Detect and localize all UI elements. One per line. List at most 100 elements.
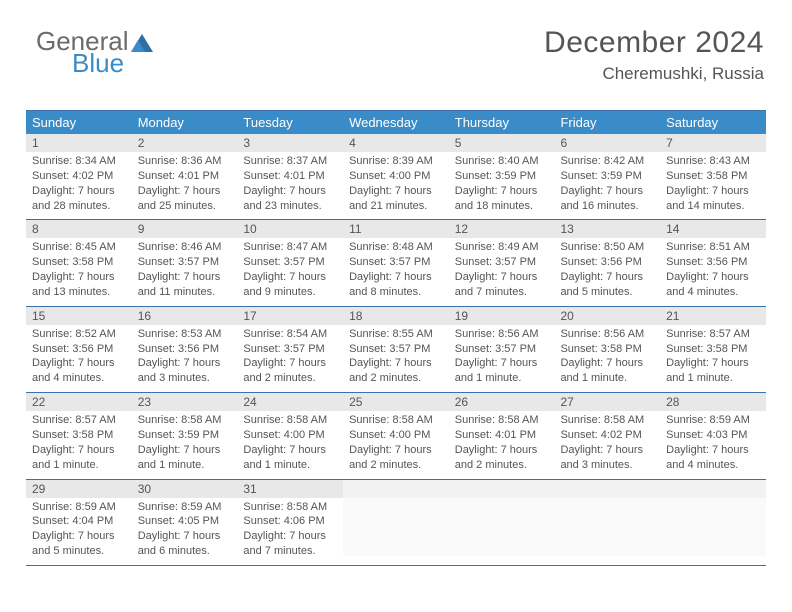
brand-triangle-icon bbox=[131, 34, 153, 52]
calendar-day: 13Sunrise: 8:50 AMSunset: 3:56 PMDayligh… bbox=[554, 220, 660, 305]
calendar-day bbox=[449, 480, 555, 565]
weekday-header: Wednesday bbox=[343, 111, 449, 134]
day-details: Sunrise: 8:56 AMSunset: 3:58 PMDaylight:… bbox=[554, 325, 660, 392]
daylight-text: Daylight: 7 hours and 4 minutes. bbox=[32, 356, 126, 386]
sunrise-text: Sunrise: 8:56 AM bbox=[560, 327, 654, 342]
day-details: Sunrise: 8:58 AMSunset: 4:01 PMDaylight:… bbox=[449, 411, 555, 478]
day-number: 6 bbox=[554, 134, 660, 152]
day-details: Sunrise: 8:37 AMSunset: 4:01 PMDaylight:… bbox=[237, 152, 343, 219]
sunrise-text: Sunrise: 8:47 AM bbox=[243, 240, 337, 255]
daylight-text: Daylight: 7 hours and 2 minutes. bbox=[455, 443, 549, 473]
day-number bbox=[554, 480, 660, 498]
day-number: 25 bbox=[343, 393, 449, 411]
daylight-text: Daylight: 7 hours and 11 minutes. bbox=[138, 270, 232, 300]
calendar-week: 8Sunrise: 8:45 AMSunset: 3:58 PMDaylight… bbox=[26, 220, 766, 306]
day-number: 2 bbox=[132, 134, 238, 152]
calendar-grid: SundayMondayTuesdayWednesdayThursdayFrid… bbox=[26, 110, 766, 566]
day-number: 1 bbox=[26, 134, 132, 152]
sunset-text: Sunset: 3:57 PM bbox=[349, 342, 443, 357]
sunrise-text: Sunrise: 8:56 AM bbox=[455, 327, 549, 342]
day-number: 7 bbox=[660, 134, 766, 152]
day-details bbox=[343, 498, 449, 556]
sunrise-text: Sunrise: 8:40 AM bbox=[455, 154, 549, 169]
calendar-day: 7Sunrise: 8:43 AMSunset: 3:58 PMDaylight… bbox=[660, 134, 766, 219]
daylight-text: Daylight: 7 hours and 2 minutes. bbox=[349, 356, 443, 386]
calendar-day: 9Sunrise: 8:46 AMSunset: 3:57 PMDaylight… bbox=[132, 220, 238, 305]
day-number: 15 bbox=[26, 307, 132, 325]
day-details: Sunrise: 8:47 AMSunset: 3:57 PMDaylight:… bbox=[237, 238, 343, 305]
sunset-text: Sunset: 3:56 PM bbox=[138, 342, 232, 357]
daylight-text: Daylight: 7 hours and 7 minutes. bbox=[455, 270, 549, 300]
sunset-text: Sunset: 3:59 PM bbox=[138, 428, 232, 443]
day-details: Sunrise: 8:58 AMSunset: 4:06 PMDaylight:… bbox=[237, 498, 343, 565]
sunrise-text: Sunrise: 8:43 AM bbox=[666, 154, 760, 169]
sunrise-text: Sunrise: 8:34 AM bbox=[32, 154, 126, 169]
weekday-header: Sunday bbox=[26, 111, 132, 134]
day-details: Sunrise: 8:40 AMSunset: 3:59 PMDaylight:… bbox=[449, 152, 555, 219]
calendar-day: 14Sunrise: 8:51 AMSunset: 3:56 PMDayligh… bbox=[660, 220, 766, 305]
calendar-day: 17Sunrise: 8:54 AMSunset: 3:57 PMDayligh… bbox=[237, 307, 343, 392]
sunrise-text: Sunrise: 8:57 AM bbox=[32, 413, 126, 428]
day-number: 18 bbox=[343, 307, 449, 325]
day-details: Sunrise: 8:59 AMSunset: 4:04 PMDaylight:… bbox=[26, 498, 132, 565]
daylight-text: Daylight: 7 hours and 1 minute. bbox=[243, 443, 337, 473]
day-details: Sunrise: 8:53 AMSunset: 3:56 PMDaylight:… bbox=[132, 325, 238, 392]
day-number: 10 bbox=[237, 220, 343, 238]
sunrise-text: Sunrise: 8:50 AM bbox=[560, 240, 654, 255]
sunset-text: Sunset: 3:58 PM bbox=[666, 342, 760, 357]
day-details: Sunrise: 8:57 AMSunset: 3:58 PMDaylight:… bbox=[660, 325, 766, 392]
daylight-text: Daylight: 7 hours and 1 minute. bbox=[138, 443, 232, 473]
day-details bbox=[554, 498, 660, 556]
sunrise-text: Sunrise: 8:59 AM bbox=[32, 500, 126, 515]
day-details: Sunrise: 8:36 AMSunset: 4:01 PMDaylight:… bbox=[132, 152, 238, 219]
day-number: 17 bbox=[237, 307, 343, 325]
sunset-text: Sunset: 3:58 PM bbox=[32, 255, 126, 270]
calendar-day: 29Sunrise: 8:59 AMSunset: 4:04 PMDayligh… bbox=[26, 480, 132, 565]
calendar-day: 3Sunrise: 8:37 AMSunset: 4:01 PMDaylight… bbox=[237, 134, 343, 219]
calendar-day: 23Sunrise: 8:58 AMSunset: 3:59 PMDayligh… bbox=[132, 393, 238, 478]
weekday-header: Thursday bbox=[449, 111, 555, 134]
day-number: 8 bbox=[26, 220, 132, 238]
sunrise-text: Sunrise: 8:37 AM bbox=[243, 154, 337, 169]
calendar-day bbox=[660, 480, 766, 565]
day-number: 29 bbox=[26, 480, 132, 498]
daylight-text: Daylight: 7 hours and 1 minute. bbox=[455, 356, 549, 386]
calendar-day: 1Sunrise: 8:34 AMSunset: 4:02 PMDaylight… bbox=[26, 134, 132, 219]
sunset-text: Sunset: 4:02 PM bbox=[560, 428, 654, 443]
calendar-day: 6Sunrise: 8:42 AMSunset: 3:59 PMDaylight… bbox=[554, 134, 660, 219]
day-details: Sunrise: 8:56 AMSunset: 3:57 PMDaylight:… bbox=[449, 325, 555, 392]
calendar-day: 20Sunrise: 8:56 AMSunset: 3:58 PMDayligh… bbox=[554, 307, 660, 392]
day-number: 30 bbox=[132, 480, 238, 498]
sunset-text: Sunset: 4:04 PM bbox=[32, 514, 126, 529]
daylight-text: Daylight: 7 hours and 2 minutes. bbox=[243, 356, 337, 386]
calendar-day: 24Sunrise: 8:58 AMSunset: 4:00 PMDayligh… bbox=[237, 393, 343, 478]
weekday-header: Friday bbox=[554, 111, 660, 134]
daylight-text: Daylight: 7 hours and 2 minutes. bbox=[349, 443, 443, 473]
day-number bbox=[343, 480, 449, 498]
day-number: 4 bbox=[343, 134, 449, 152]
sunset-text: Sunset: 4:06 PM bbox=[243, 514, 337, 529]
day-details: Sunrise: 8:58 AMSunset: 4:00 PMDaylight:… bbox=[343, 411, 449, 478]
day-details: Sunrise: 8:52 AMSunset: 3:56 PMDaylight:… bbox=[26, 325, 132, 392]
sunset-text: Sunset: 4:01 PM bbox=[138, 169, 232, 184]
page-header: December 2024 Cheremushki, Russia bbox=[544, 26, 764, 84]
day-number: 11 bbox=[343, 220, 449, 238]
day-number: 23 bbox=[132, 393, 238, 411]
sunset-text: Sunset: 3:57 PM bbox=[243, 342, 337, 357]
sunrise-text: Sunrise: 8:58 AM bbox=[243, 413, 337, 428]
sunrise-text: Sunrise: 8:59 AM bbox=[666, 413, 760, 428]
calendar-day: 4Sunrise: 8:39 AMSunset: 4:00 PMDaylight… bbox=[343, 134, 449, 219]
sunrise-text: Sunrise: 8:53 AM bbox=[138, 327, 232, 342]
calendar-day bbox=[554, 480, 660, 565]
day-number: 27 bbox=[554, 393, 660, 411]
sunrise-text: Sunrise: 8:48 AM bbox=[349, 240, 443, 255]
daylight-text: Daylight: 7 hours and 3 minutes. bbox=[560, 443, 654, 473]
sunrise-text: Sunrise: 8:58 AM bbox=[243, 500, 337, 515]
calendar-day: 2Sunrise: 8:36 AMSunset: 4:01 PMDaylight… bbox=[132, 134, 238, 219]
calendar-day: 5Sunrise: 8:40 AMSunset: 3:59 PMDaylight… bbox=[449, 134, 555, 219]
day-number: 5 bbox=[449, 134, 555, 152]
sunset-text: Sunset: 3:58 PM bbox=[560, 342, 654, 357]
day-number bbox=[660, 480, 766, 498]
calendar-day: 28Sunrise: 8:59 AMSunset: 4:03 PMDayligh… bbox=[660, 393, 766, 478]
daylight-text: Daylight: 7 hours and 4 minutes. bbox=[666, 270, 760, 300]
